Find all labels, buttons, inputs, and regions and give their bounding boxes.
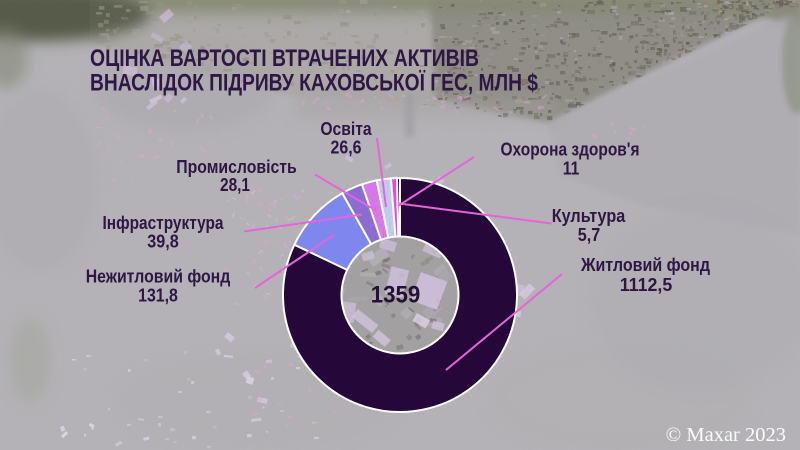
svg-text:11: 11 (563, 159, 580, 179)
svg-text:© Maxar 2023: © Maxar 2023 (666, 424, 786, 446)
svg-text:Інфраструктура: Інфраструктура (103, 213, 225, 233)
svg-text:131,8: 131,8 (138, 286, 178, 306)
svg-text:ОЦІНКА ВАРТОСТІ ВТРАЧЕНИХ АКТИ: ОЦІНКА ВАРТОСТІ ВТРАЧЕНИХ АКТИВІВ (90, 45, 479, 72)
svg-text:Культура: Культура (552, 206, 626, 226)
svg-text:5,7: 5,7 (578, 225, 601, 245)
svg-text:Нежитловий фонд: Нежитловий фонд (86, 267, 231, 287)
svg-text:26,6: 26,6 (331, 138, 362, 158)
svg-text:Промисловість: Промисловість (176, 157, 297, 177)
svg-text:ВНАСЛІДОК ПІДРИВУ КАХОВСЬКОЇ Г: ВНАСЛІДОК ПІДРИВУ КАХОВСЬКОЇ ГЕС, МЛН $ (90, 70, 539, 97)
svg-text:1359: 1359 (371, 282, 421, 309)
svg-text:28,1: 28,1 (220, 175, 250, 195)
svg-text:1112,5: 1112,5 (620, 275, 673, 295)
svg-text:Освіта: Освіта (320, 119, 372, 139)
svg-text:Охорона здоров'я: Охорона здоров'я (501, 140, 640, 160)
svg-text:Житловий фонд: Житловий фонд (580, 255, 710, 275)
svg-text:39,8: 39,8 (147, 232, 178, 252)
